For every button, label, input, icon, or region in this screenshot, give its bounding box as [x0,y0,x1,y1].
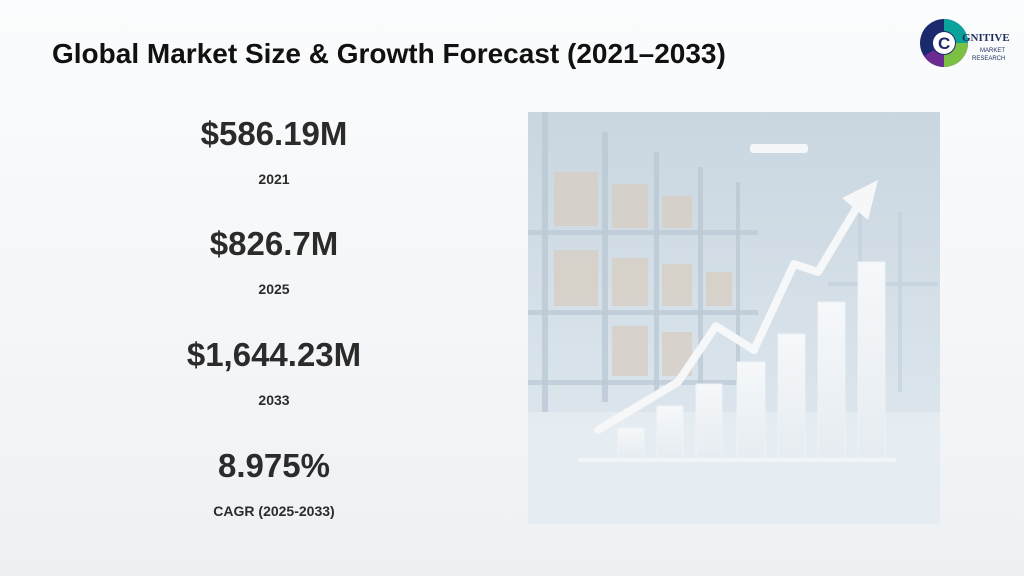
stat-label: 2033 [258,392,290,408]
stat-value: $826.7M [209,225,339,262]
stat-label: 2021 [258,171,290,187]
warehouse-growth-chart-image [528,112,940,524]
slide-title: Global Market Size & Growth Forecast (20… [52,38,726,69]
stat-label: CAGR (2025-2033) [213,503,335,519]
stat-value: $586.19M [200,115,348,152]
logo-letter: C [938,34,950,53]
stat-cagr: 8.975% CAGR (2025-2033) [124,446,424,520]
stat-2021: $586.19M 2021 [124,114,424,188]
stat-2025: $826.7M 2025 [124,224,424,298]
logo-line3: RESEARCH [972,56,1005,62]
bar-chart [617,261,886,459]
stat-label: 2025 [258,281,290,297]
stat-2033: $1,644.23M 2033 [124,335,424,409]
logo-line2: MARKET [980,48,1005,54]
stat-value: $1,644.23M [186,336,362,373]
stat-value: 8.975% [218,447,330,484]
cognitive-market-research-logo: C GNITIVE MARKET RESEARCH [920,19,1010,67]
logo-word: GNITIVE [962,32,1010,44]
